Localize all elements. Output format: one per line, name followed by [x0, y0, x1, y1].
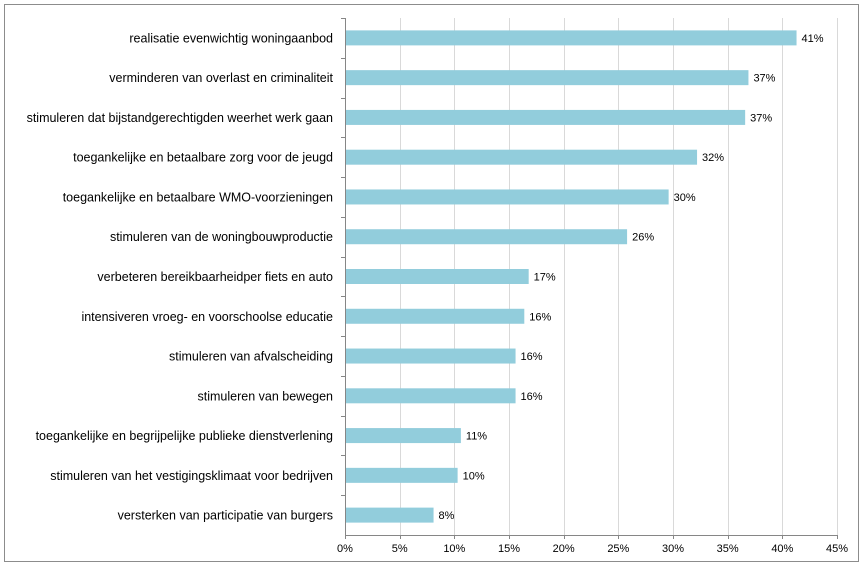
- data-label: 11%: [466, 431, 487, 443]
- bars: [346, 30, 797, 523]
- category-label: stimuleren van de woningbouwproductie: [110, 230, 333, 244]
- bar: [346, 507, 434, 523]
- bar: [346, 109, 746, 125]
- category-label: stimuleren dat bijstandgerechtigden weer…: [27, 111, 333, 125]
- data-label: 16%: [521, 351, 543, 363]
- category-label: toegankelijke en begrijpelijke publieke …: [36, 429, 333, 443]
- x-tick-label: 5%: [392, 543, 408, 555]
- data-label: 16%: [529, 311, 551, 323]
- bar: [346, 467, 458, 483]
- labels: 0% 5% 10% 15% 20% 25% 30% 35% 40% 45% realisatie e…: [27, 31, 849, 555]
- data-label: 26%: [632, 232, 654, 244]
- category-label: verminderen van overlast en criminalitei…: [109, 71, 333, 85]
- x-tick-label: 30%: [662, 543, 684, 555]
- category-label: stimuleren van het vestigingsklimaat voo…: [50, 469, 333, 483]
- x-tick-label: 40%: [771, 543, 793, 555]
- bar: [346, 30, 797, 46]
- category-label: stimuleren van afvalscheiding: [169, 350, 333, 364]
- category-label: versterken van participatie van burgers: [118, 509, 333, 523]
- x-tick-label: 0%: [337, 543, 353, 555]
- bar: [346, 388, 516, 404]
- bar: [346, 149, 698, 165]
- data-label: 37%: [753, 73, 775, 85]
- data-label: 32%: [702, 152, 724, 164]
- x-tick-label: 35%: [717, 543, 739, 555]
- data-label: 30%: [674, 192, 696, 204]
- category-label: toegankelijke en betaalbare zorg voor de…: [73, 151, 333, 165]
- data-label: 37%: [750, 112, 772, 124]
- axes: [341, 18, 838, 539]
- bar: [346, 189, 669, 205]
- category-label: verbeteren bereikbaarheidper fiets en au…: [97, 270, 333, 284]
- category-label: stimuleren van bewegen: [198, 389, 334, 403]
- category-label: intensiveren vroeg- en voorschoolse educ…: [81, 310, 333, 324]
- data-label: 8%: [439, 510, 455, 522]
- category-label: toegankelijke en betaalbare WMO-voorzien…: [63, 190, 333, 204]
- x-tick-label: 25%: [607, 543, 629, 555]
- x-tick-label: 20%: [553, 543, 575, 555]
- data-label: 41%: [802, 33, 824, 45]
- x-tick-label: 15%: [498, 543, 520, 555]
- category-label: realisatie evenwichtig woningaanbod: [129, 31, 333, 45]
- bar: [346, 308, 525, 324]
- bar: [346, 70, 749, 86]
- bar: [346, 348, 516, 364]
- bar: [346, 229, 628, 245]
- data-label: 17%: [534, 272, 556, 284]
- bar: [346, 428, 461, 444]
- x-tick-label: 10%: [443, 543, 465, 555]
- data-label: 16%: [521, 391, 543, 403]
- bar: [346, 269, 529, 284]
- data-label: 10%: [463, 470, 485, 482]
- x-tick-label: 45%: [826, 543, 848, 555]
- gridlines: [400, 18, 838, 535]
